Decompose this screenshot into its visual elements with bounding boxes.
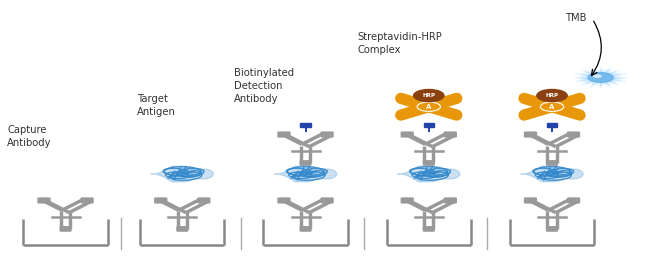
Text: A: A (549, 104, 554, 110)
FancyArrow shape (569, 97, 585, 102)
FancyArrow shape (446, 112, 462, 117)
Text: Target
Antigen: Target Antigen (137, 94, 176, 117)
Polygon shape (274, 166, 337, 182)
Circle shape (413, 89, 444, 102)
Text: Capture
Antibody: Capture Antibody (7, 125, 52, 148)
FancyBboxPatch shape (176, 226, 188, 232)
FancyArrow shape (519, 112, 535, 117)
Text: Streptavidin-HRP
Complex: Streptavidin-HRP Complex (358, 32, 442, 55)
Circle shape (540, 102, 564, 111)
FancyBboxPatch shape (546, 226, 558, 232)
FancyBboxPatch shape (278, 197, 291, 204)
Text: Biotinylated
Detection
Antibody: Biotinylated Detection Antibody (234, 68, 294, 104)
FancyBboxPatch shape (524, 131, 537, 138)
FancyBboxPatch shape (154, 197, 167, 204)
FancyBboxPatch shape (567, 131, 580, 138)
FancyBboxPatch shape (320, 197, 333, 204)
Circle shape (588, 73, 613, 82)
FancyBboxPatch shape (546, 160, 558, 166)
FancyBboxPatch shape (400, 197, 414, 204)
FancyArrow shape (519, 97, 535, 102)
FancyArrow shape (446, 97, 462, 102)
Polygon shape (521, 166, 583, 182)
Polygon shape (398, 166, 460, 182)
FancyArrow shape (396, 97, 412, 102)
FancyBboxPatch shape (567, 197, 580, 204)
Circle shape (537, 89, 567, 102)
FancyBboxPatch shape (278, 131, 291, 138)
Circle shape (586, 72, 615, 83)
FancyBboxPatch shape (300, 226, 311, 232)
FancyBboxPatch shape (444, 131, 457, 138)
FancyArrow shape (396, 112, 412, 117)
FancyBboxPatch shape (81, 197, 94, 204)
FancyBboxPatch shape (197, 197, 211, 204)
Circle shape (582, 70, 619, 85)
FancyBboxPatch shape (444, 197, 457, 204)
FancyBboxPatch shape (320, 131, 333, 138)
Circle shape (417, 102, 441, 111)
Text: TMB: TMB (565, 12, 586, 23)
Circle shape (593, 74, 602, 78)
Text: HRP: HRP (422, 93, 436, 98)
FancyBboxPatch shape (422, 160, 435, 166)
FancyBboxPatch shape (400, 131, 414, 138)
FancyArrow shape (569, 112, 585, 117)
FancyBboxPatch shape (60, 226, 72, 232)
Polygon shape (151, 166, 213, 182)
Circle shape (591, 74, 610, 81)
Text: HRP: HRP (545, 93, 558, 98)
FancyBboxPatch shape (38, 197, 51, 204)
Text: A: A (426, 104, 432, 110)
FancyBboxPatch shape (422, 226, 435, 232)
FancyBboxPatch shape (524, 197, 537, 204)
FancyBboxPatch shape (300, 160, 311, 166)
Circle shape (577, 68, 624, 87)
